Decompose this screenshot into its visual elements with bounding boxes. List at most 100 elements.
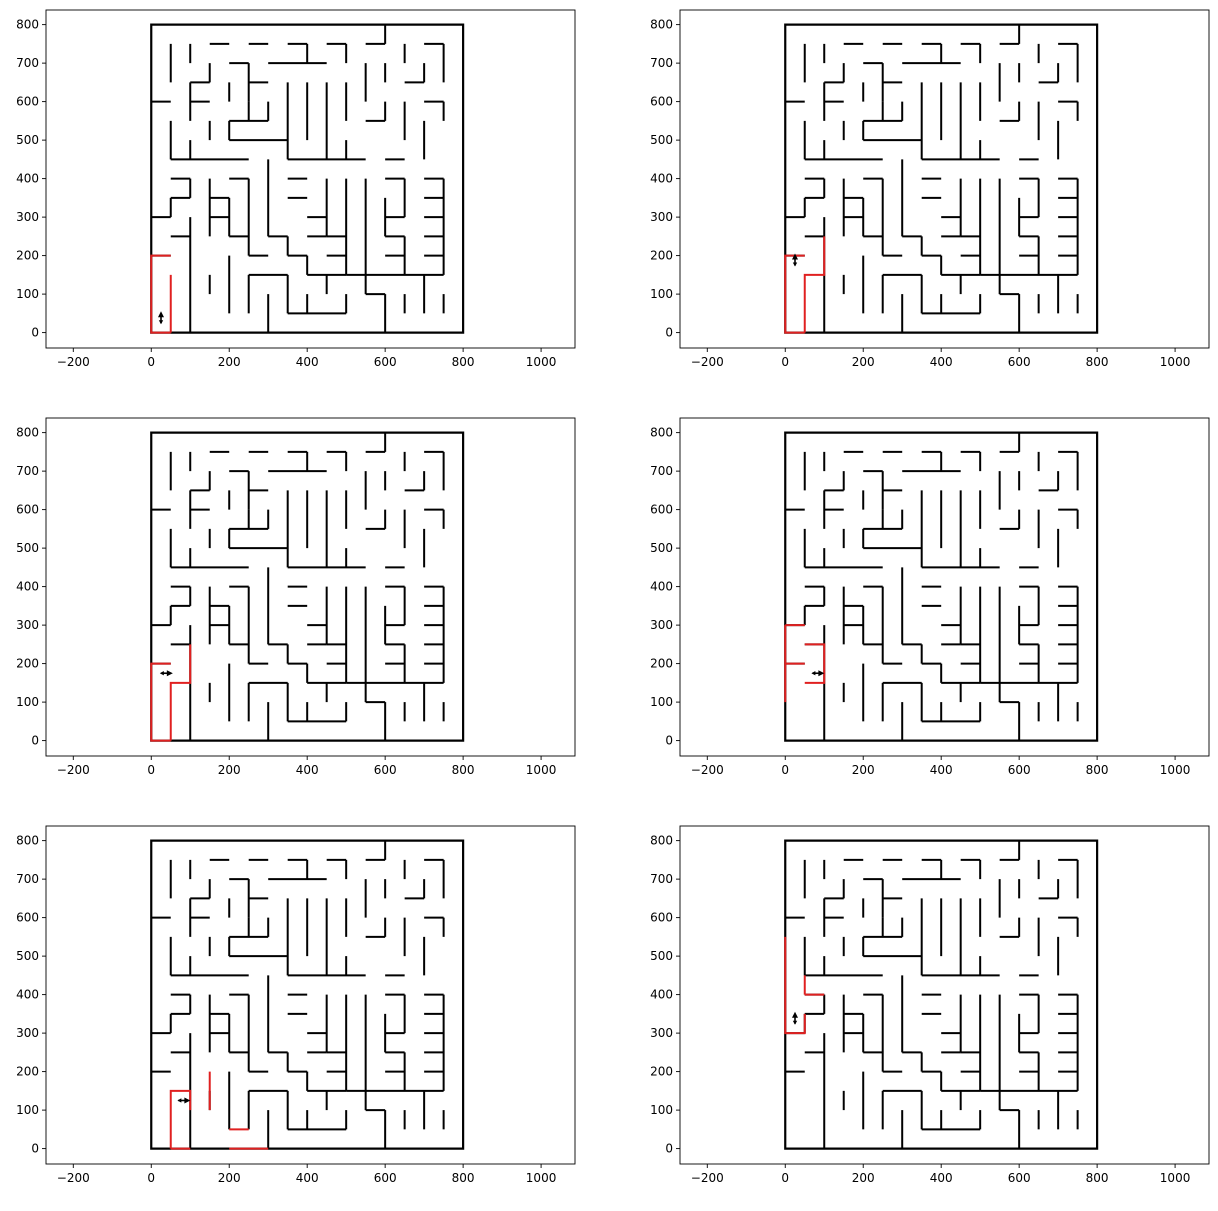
x-tick-label: 400 xyxy=(930,355,953,369)
x-tick-label: 200 xyxy=(852,763,875,777)
x-tick-label: 1000 xyxy=(1160,355,1191,369)
y-tick-label: 800 xyxy=(650,426,673,440)
maze-border xyxy=(150,839,465,1150)
y-tick-label: 800 xyxy=(650,18,673,32)
x-tick-label: 0 xyxy=(147,355,155,369)
x-tick-label: 200 xyxy=(218,355,241,369)
y-tick-label: 500 xyxy=(16,949,39,963)
y-tick-label: 0 xyxy=(665,734,673,748)
axes-frame xyxy=(679,9,1210,349)
y-tick-label: 300 xyxy=(650,618,673,632)
axes-frame xyxy=(45,417,576,757)
maze-panel-1: −200 0 200 400 600 800 1000 0 100 200 300 400 500 600… xyxy=(16,9,576,369)
x-tick-label: −200 xyxy=(691,763,724,777)
y-tick-label: 0 xyxy=(31,734,39,748)
y-tick-label: 200 xyxy=(16,1065,39,1079)
y-tick-label: 100 xyxy=(16,1103,39,1117)
y-tick-label: 300 xyxy=(16,210,39,224)
x-tick-label: 0 xyxy=(147,1171,155,1185)
x-tick-label: −200 xyxy=(57,1171,90,1185)
maze-panel-6: −200 0 200 400 600 800 1000 0 100 200 300 400 500 600… xyxy=(650,825,1210,1185)
x-tick-label: 200 xyxy=(852,355,875,369)
x-tick-label: 0 xyxy=(781,1171,789,1185)
agent-arrow xyxy=(792,1011,798,1025)
y-tick-label: 400 xyxy=(16,172,39,186)
maze-border xyxy=(150,23,465,334)
agent-arrow xyxy=(792,253,798,267)
x-tick-label: 600 xyxy=(374,1171,397,1185)
x-tick-label: 1000 xyxy=(1160,763,1191,777)
y-tick-label: 400 xyxy=(16,988,39,1002)
path-segment xyxy=(150,662,171,742)
maze-panel-2: −200 0 200 400 600 800 1000 0 100 200 300 400 500 600… xyxy=(650,9,1210,369)
axes-frame xyxy=(45,9,576,349)
y-tick-label: 0 xyxy=(665,326,673,340)
path-segment xyxy=(169,644,192,741)
x-tick-label: 600 xyxy=(1008,355,1031,369)
x-tick-label: 0 xyxy=(781,763,789,777)
x-tick-label: 600 xyxy=(374,355,397,369)
y-tick-label: 200 xyxy=(650,657,673,671)
y-tick-label: 700 xyxy=(16,56,39,70)
x-tick-label: 800 xyxy=(452,355,475,369)
y-tick-label: 400 xyxy=(650,988,673,1002)
y-tick-label: 800 xyxy=(16,18,39,32)
x-tick-label: −200 xyxy=(691,1171,724,1185)
path-segment xyxy=(150,254,171,334)
x-tick-label: 800 xyxy=(452,763,475,777)
x-tick-label: 800 xyxy=(1086,355,1109,369)
y-tick-label: 500 xyxy=(650,541,673,555)
path-segment xyxy=(803,236,826,333)
x-tick-label: 200 xyxy=(218,1171,241,1185)
axes-frame xyxy=(679,825,1210,1165)
y-tick-label: 600 xyxy=(650,911,673,925)
y-tick-label: 800 xyxy=(650,834,673,848)
y-tick-label: 200 xyxy=(650,249,673,263)
maze-panel-4: −200 0 200 400 600 800 1000 0 100 200 300 400 500 600… xyxy=(650,417,1210,777)
x-tick-label: 0 xyxy=(147,763,155,777)
y-tick-label: 600 xyxy=(16,911,39,925)
y-tick-label: 700 xyxy=(16,872,39,886)
x-tick-label: 800 xyxy=(452,1171,475,1185)
y-tick-label: 600 xyxy=(650,95,673,109)
x-tick-label: 1000 xyxy=(526,355,557,369)
x-tick-label: 400 xyxy=(930,763,953,777)
y-tick-label: 500 xyxy=(16,541,39,555)
y-tick-label: 400 xyxy=(650,172,673,186)
y-tick-label: 300 xyxy=(16,1026,39,1040)
x-tick-label: −200 xyxy=(57,763,90,777)
path-segment xyxy=(784,936,806,1035)
y-tick-label: 800 xyxy=(16,426,39,440)
y-tick-label: 100 xyxy=(16,287,39,301)
maze-panel-3: −200 0 200 400 600 800 1000 0 100 200 300 400 500 600… xyxy=(16,417,576,777)
x-tick-label: 800 xyxy=(1086,1171,1109,1185)
maze-border xyxy=(784,23,1099,334)
y-tick-label: 700 xyxy=(650,56,673,70)
x-tick-label: 400 xyxy=(296,763,319,777)
y-tick-label: 100 xyxy=(16,695,39,709)
x-tick-label: 200 xyxy=(852,1171,875,1185)
maze-panel-5: −200 0 200 400 600 800 1000 0 100 200 300 400 500 600… xyxy=(16,825,576,1185)
y-tick-label: 300 xyxy=(650,1026,673,1040)
x-tick-label: 600 xyxy=(1008,1171,1031,1185)
maze-border xyxy=(784,431,1099,742)
y-tick-label: 700 xyxy=(16,464,39,478)
x-tick-label: 200 xyxy=(218,763,241,777)
y-tick-label: 700 xyxy=(650,872,673,886)
axes-frame xyxy=(45,825,576,1165)
y-tick-label: 800 xyxy=(16,834,39,848)
agent-arrow xyxy=(158,311,164,325)
agent-arrow xyxy=(177,1097,191,1104)
y-tick-label: 600 xyxy=(650,503,673,517)
y-tick-label: 600 xyxy=(16,95,39,109)
x-tick-label: 1000 xyxy=(526,763,557,777)
x-tick-label: 1000 xyxy=(526,1171,557,1185)
y-tick-label: 300 xyxy=(650,210,673,224)
agent-arrow xyxy=(811,670,825,677)
path-segment xyxy=(784,254,805,334)
y-tick-label: 100 xyxy=(650,1103,673,1117)
y-tick-label: 200 xyxy=(650,1065,673,1079)
x-tick-label: −200 xyxy=(57,355,90,369)
x-tick-label: 400 xyxy=(296,1171,319,1185)
